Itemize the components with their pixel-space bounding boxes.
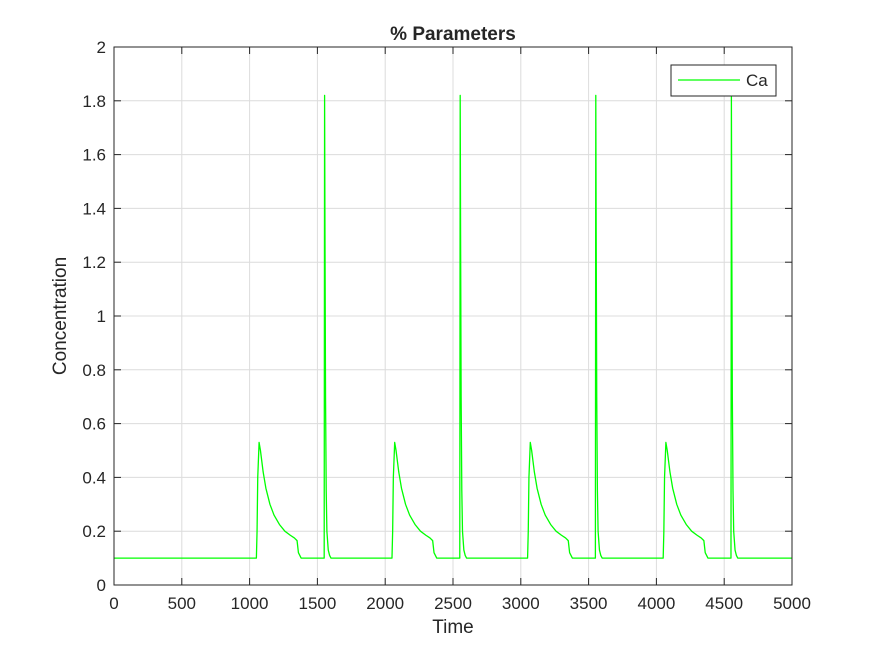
y-tick-label: 0.2 (82, 522, 106, 541)
y-tick-label: 2 (97, 38, 106, 57)
y-tick-label: 1.2 (82, 253, 106, 272)
series-layer (114, 94, 792, 559)
y-tick-label: 0.4 (82, 468, 106, 487)
x-tick-labels: 0 500 1000 1500 2000 2500 3000 3500 4000 4500 5000 (109, 594, 811, 613)
y-tick-label: 0.6 (82, 415, 106, 434)
y-tick-labels: 0 0.2 0.4 0.6 0.8 1 1.2 1.4 1.6 1.8 2 (82, 38, 106, 595)
y-tick-label: 1.4 (82, 199, 106, 218)
y-tick-label: 0 (97, 576, 106, 595)
legend-label-ca: Ca (746, 71, 768, 90)
x-tick-label: 3500 (570, 594, 608, 613)
x-tick-label: 500 (168, 594, 196, 613)
series-line-ca (114, 94, 792, 559)
y-tick-label: 1.6 (82, 146, 106, 165)
x-axis-label: Time (432, 617, 474, 638)
x-tick-label: 1000 (231, 594, 269, 613)
grid-lines (114, 47, 792, 585)
ticks (113, 46, 793, 586)
y-tick-label: 1 (97, 307, 106, 326)
x-tick-label: 2500 (434, 594, 472, 613)
legend: Ca (670, 64, 777, 97)
chart-title: % Parameters (390, 24, 516, 45)
x-tick-label: 5000 (773, 594, 811, 613)
y-tick-label: 1.8 (82, 92, 106, 111)
y-tick-label: 0.8 (82, 361, 106, 380)
x-tick-label: 3000 (502, 594, 540, 613)
x-tick-label: 2000 (366, 594, 404, 613)
x-tick-label: 0 (109, 594, 118, 613)
x-tick-label: 4000 (637, 594, 675, 613)
x-tick-label: 4500 (705, 594, 743, 613)
y-axis-label: Concentration (50, 257, 71, 375)
x-tick-label: 1500 (298, 594, 336, 613)
